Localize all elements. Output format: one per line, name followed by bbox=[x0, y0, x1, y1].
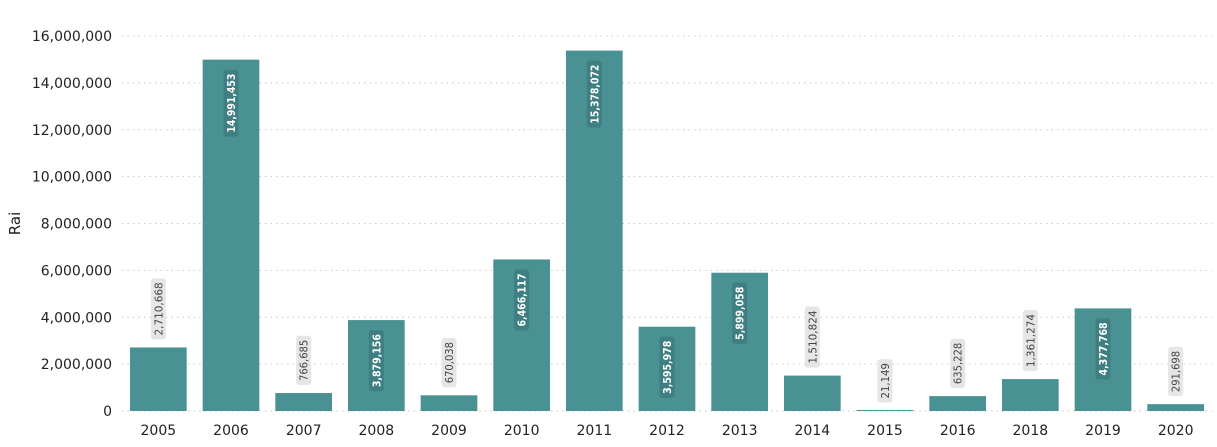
data-label-text: 766,685 bbox=[298, 340, 311, 381]
y-tick-label: 14,000,000 bbox=[32, 76, 112, 92]
y-tick-label: 8,000,000 bbox=[41, 217, 112, 233]
data-label-2014: 1,510,824 bbox=[804, 306, 820, 368]
data-label-text: 2,710,668 bbox=[152, 282, 165, 335]
data-label-2005: 2,710,668 bbox=[150, 278, 166, 340]
x-tick-label: 2018 bbox=[1013, 423, 1049, 439]
data-label-background bbox=[150, 278, 166, 340]
y-tick-label: 12,000,000 bbox=[32, 123, 112, 139]
data-label-background bbox=[659, 336, 675, 398]
data-label-background bbox=[586, 60, 602, 128]
x-tick-label: 2011 bbox=[577, 423, 613, 439]
bar-2016 bbox=[929, 396, 987, 411]
data-label-text: 3,879,156 bbox=[370, 334, 383, 387]
y-tick-label: 4,000,000 bbox=[41, 310, 112, 326]
y-axis-ticks: 0 2,000,000 4,000,000 6,000,000 8,000,000 10,… bbox=[32, 29, 112, 420]
x-tick-label: 2008 bbox=[359, 423, 395, 439]
data-label-text: 14,991,453 bbox=[225, 74, 238, 133]
x-tick-label: 2019 bbox=[1085, 423, 1121, 439]
data-label-background bbox=[804, 306, 820, 368]
x-tick-label: 2020 bbox=[1158, 423, 1194, 439]
bar-2005 bbox=[129, 347, 187, 411]
y-axis-title: Rai bbox=[6, 212, 24, 235]
bar-2014 bbox=[783, 375, 841, 411]
x-tick-label: 2006 bbox=[213, 423, 249, 439]
data-label-text: 4,377,768 bbox=[1097, 322, 1110, 375]
data-label-2007: 766,685 bbox=[296, 335, 312, 386]
data-label-2012: 3,595,978 bbox=[659, 336, 675, 398]
data-label-text: 21,149 bbox=[879, 363, 892, 398]
data-label-background bbox=[1095, 318, 1111, 380]
data-label-2015: 21,149 bbox=[877, 359, 893, 403]
x-tick-label: 2014 bbox=[795, 423, 831, 439]
data-label-text: 6,466,117 bbox=[516, 273, 529, 326]
data-label-2019: 4,377,768 bbox=[1095, 318, 1111, 380]
data-label-text: 15,378,072 bbox=[588, 64, 601, 123]
data-label-2008: 3,879,156 bbox=[368, 330, 384, 392]
data-label-2018: 1,361,274 bbox=[1022, 309, 1038, 372]
y-tick-label: 10,000,000 bbox=[32, 170, 112, 186]
x-tick-label: 2012 bbox=[649, 423, 685, 439]
bar-2018 bbox=[1001, 379, 1059, 411]
data-label-background bbox=[223, 69, 239, 137]
x-tick-label: 2015 bbox=[867, 423, 903, 439]
data-label-text: 291,698 bbox=[1170, 351, 1183, 392]
data-label-background bbox=[1022, 309, 1038, 372]
data-label-background bbox=[732, 282, 748, 344]
y-tick-label: 16,000,000 bbox=[32, 29, 112, 45]
y-tick-label: 2,000,000 bbox=[41, 357, 112, 373]
y-tick-label: 6,000,000 bbox=[41, 263, 112, 279]
data-label-2016: 635,228 bbox=[950, 338, 966, 389]
data-label-text: 5,899,058 bbox=[734, 287, 747, 340]
x-axis-ticks: 2005 2006 2007 2008 2009 2010 2011 2012 2013 2014… bbox=[141, 423, 1194, 439]
data-label-2009: 670,038 bbox=[441, 337, 457, 388]
x-tick-label: 2009 bbox=[431, 423, 467, 439]
data-label-2010: 6,466,117 bbox=[514, 269, 530, 331]
data-label-background bbox=[296, 335, 312, 386]
bar-2007 bbox=[275, 393, 333, 411]
bars bbox=[129, 50, 1205, 412]
bar-2020 bbox=[1147, 404, 1205, 411]
data-label-background bbox=[950, 338, 966, 389]
x-tick-label: 2005 bbox=[141, 423, 177, 439]
bar-2015 bbox=[856, 410, 914, 411]
data-label-text: 1,361,274 bbox=[1024, 314, 1037, 367]
data-label-background bbox=[877, 359, 893, 403]
x-tick-label: 2013 bbox=[722, 423, 758, 439]
data-label-background bbox=[1168, 346, 1184, 397]
x-tick-label: 2010 bbox=[504, 423, 540, 439]
data-label-text: 635,228 bbox=[952, 343, 965, 384]
data-labels: 2,710,668 14,991,453 766,685 3,879,156 670,0… bbox=[150, 60, 1184, 403]
data-label-text: 670,038 bbox=[443, 342, 456, 383]
data-label-text: 3,595,978 bbox=[661, 341, 674, 394]
data-label-2011: 15,378,072 bbox=[586, 60, 602, 128]
data-label-2006: 14,991,453 bbox=[223, 69, 239, 137]
x-tick-label: 2007 bbox=[286, 423, 322, 439]
y-tick-label: 0 bbox=[103, 404, 112, 420]
bar-2009 bbox=[420, 395, 478, 411]
data-label-background bbox=[514, 269, 530, 331]
x-tick-label: 2016 bbox=[940, 423, 976, 439]
data-label-2013: 5,899,058 bbox=[732, 282, 748, 344]
data-label-text: 1,510,824 bbox=[806, 310, 819, 363]
data-label-background bbox=[441, 337, 457, 388]
data-label-background bbox=[368, 330, 384, 392]
data-label-2020: 291,698 bbox=[1168, 346, 1184, 397]
